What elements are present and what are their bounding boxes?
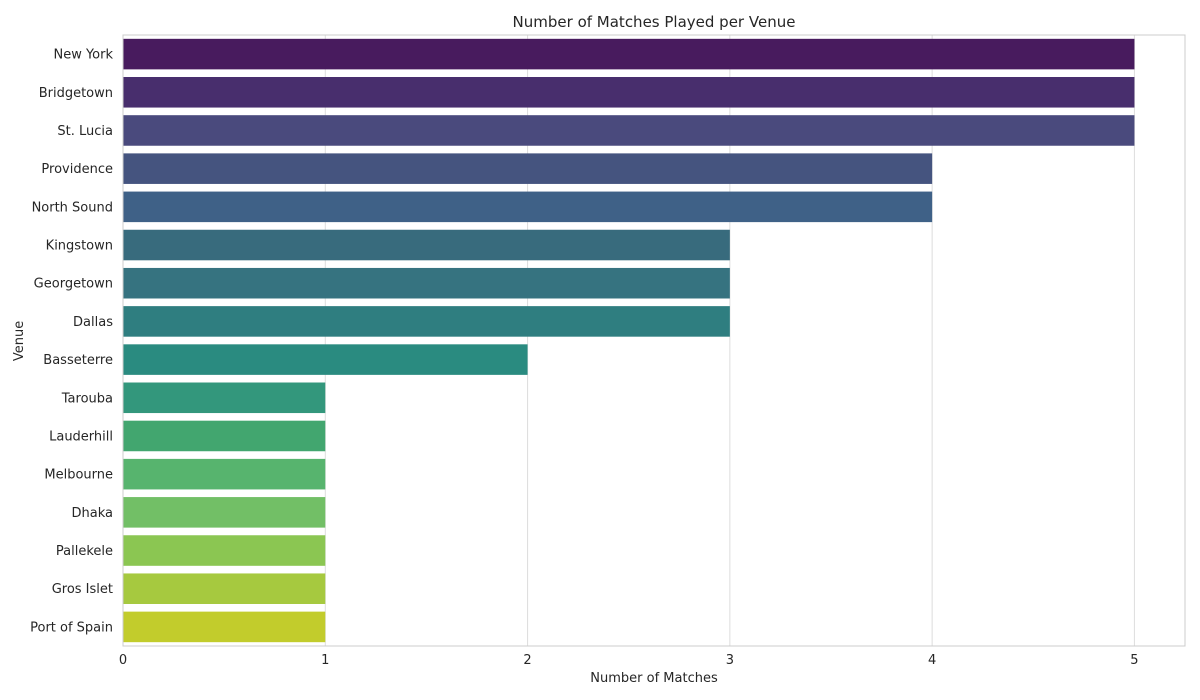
bar [123, 382, 326, 414]
x-tick-label: 1 [321, 653, 329, 668]
bar [123, 115, 1135, 146]
y-tick-label: Kingstown [46, 239, 113, 254]
bar [123, 38, 1135, 70]
y-tick-labels: New York Bridgetown St. Lucia Providence Nor… [30, 48, 113, 636]
y-tick-label: Dhaka [72, 506, 113, 521]
bar [123, 535, 326, 566]
y-tick-label: St. Lucia [57, 124, 113, 139]
y-tick-label: Port of Spain [30, 620, 113, 635]
x-tick-label: 5 [1130, 653, 1138, 668]
bar [123, 497, 326, 528]
y-tick-label: Gros Islet [52, 582, 113, 597]
y-tick-label: New York [53, 48, 113, 63]
bar [123, 420, 326, 452]
bar [123, 344, 528, 375]
x-tick-label: 4 [928, 653, 936, 668]
bar [123, 458, 326, 490]
bar [123, 229, 730, 261]
y-tick-label: Georgetown [34, 277, 113, 292]
x-axis-label: Number of Matches [590, 671, 718, 686]
bar [123, 573, 326, 604]
bar [123, 267, 730, 299]
x-tick-label: 0 [119, 653, 127, 668]
y-tick-label: Providence [41, 162, 113, 177]
plot-frame [122, 34, 1186, 647]
y-tick-label: North Sound [32, 200, 113, 215]
chart-title: Number of Matches Played per Venue [513, 13, 796, 31]
y-axis-label: Venue [12, 321, 27, 361]
x-tick-labels: 0 1 2 3 4 5 [119, 653, 1139, 668]
y-tick-label: Dallas [73, 315, 113, 330]
y-tick-label: Melbourne [44, 468, 113, 483]
bar [123, 77, 1135, 108]
bar [123, 611, 326, 643]
x-tick-label: 3 [726, 653, 734, 668]
y-tick-label: Bridgetown [39, 86, 113, 101]
y-tick-label: Tarouba [61, 391, 113, 406]
bar [123, 306, 730, 337]
x-tick-label: 2 [523, 653, 531, 668]
y-tick-label: Pallekele [56, 544, 113, 559]
bar [123, 153, 933, 184]
bars [123, 38, 1135, 643]
y-tick-label: Basseterre [43, 353, 113, 368]
bar [123, 191, 933, 223]
y-tick-label: Lauderhill [49, 429, 113, 444]
